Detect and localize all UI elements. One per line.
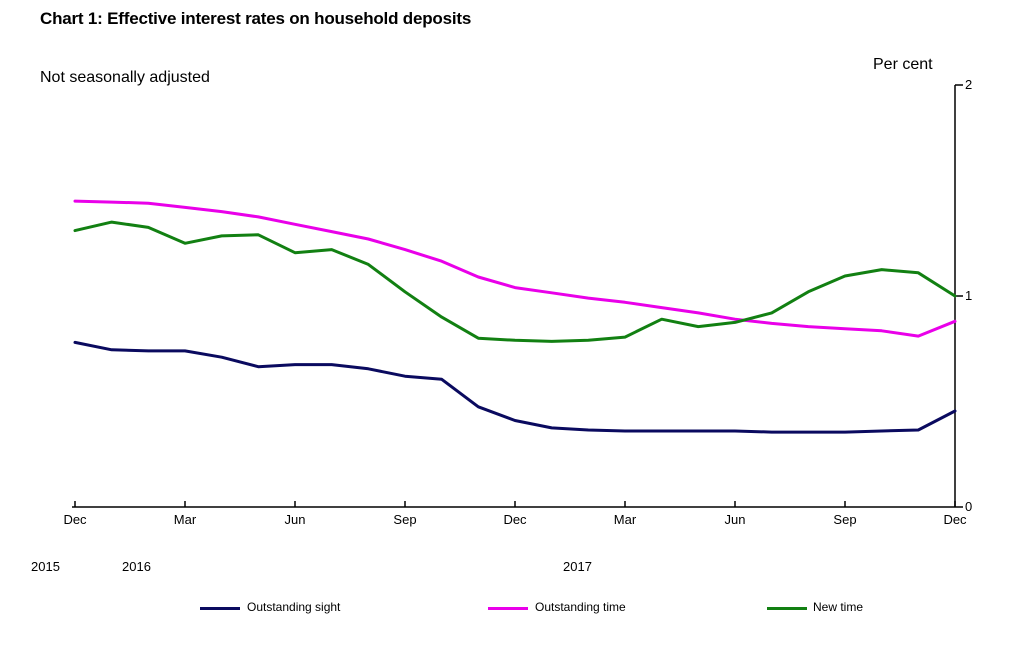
x-tick-label: Jun [724,512,746,527]
y-tick-label-2: 2 [965,77,973,92]
x-tick-label: Mar [613,512,637,527]
chart-title: Chart 1: Effective interest rates on hou… [40,9,472,28]
x-tick-label: Dec [943,512,967,527]
y-tick-label-0: 0 [965,499,973,514]
x-axis-ticks [74,501,956,507]
x-tick-label: Mar [173,512,197,527]
x-tick-label: Jun [284,512,306,527]
chart-subtitle: Not seasonally adjusted [40,69,210,86]
year-label-2017: 2017 [563,559,592,574]
y-axis-unit-label: Per cent [873,56,933,73]
series-line-2 [73,220,957,343]
year-label-2016: 2016 [122,559,151,574]
series-line-1 [73,199,957,338]
series-line-0 [73,340,957,434]
y-tick-label-1: 1 [965,288,973,303]
x-tick-label: Dec [503,512,527,527]
x-tick-label: Dec [63,512,87,527]
legend-label-outstanding-sight: Outstanding sight [247,600,341,614]
legend-swatch-new-time [767,607,807,610]
legend-swatch-outstanding-time [488,607,528,610]
legend-label-outstanding-time: Outstanding time [535,600,626,614]
legend-swatch-outstanding-sight [200,607,240,610]
series-lines [73,199,957,434]
year-label-2015: 2015 [31,559,60,574]
x-tick-label: Sep [833,512,857,527]
legend-label-new-time: New time [813,600,864,614]
x-tick-label: Sep [393,512,417,527]
